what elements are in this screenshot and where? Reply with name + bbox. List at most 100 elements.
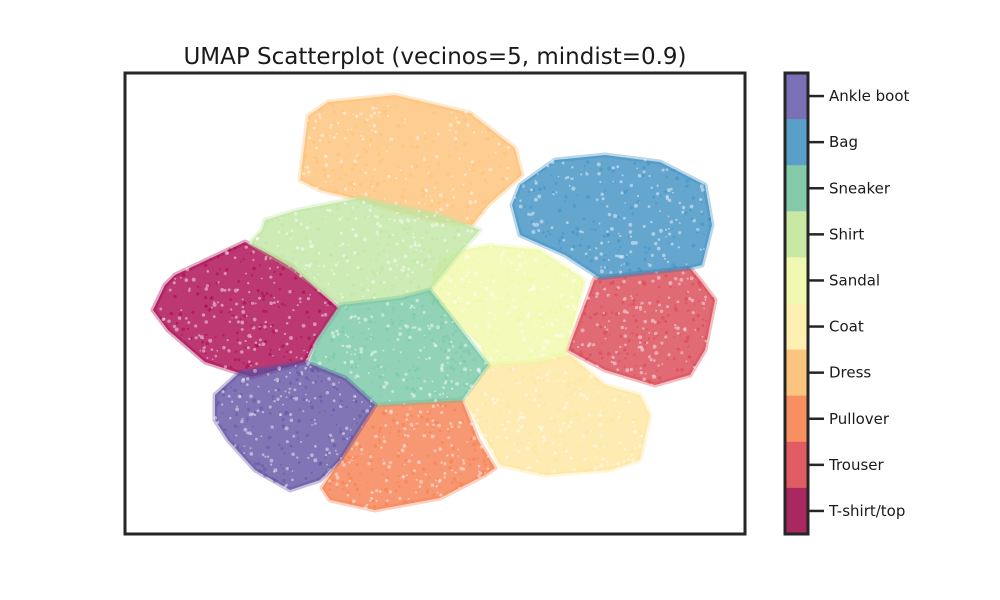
data-point bbox=[398, 218, 403, 223]
data-point bbox=[569, 456, 574, 460]
data-point bbox=[506, 146, 510, 149]
data-point bbox=[647, 337, 650, 340]
data-point bbox=[289, 412, 293, 417]
data-point bbox=[167, 319, 171, 323]
data-point bbox=[491, 437, 494, 440]
data-point bbox=[358, 182, 362, 186]
data-point bbox=[332, 443, 337, 448]
data-point bbox=[451, 383, 453, 386]
data-point bbox=[534, 225, 536, 227]
data-point bbox=[420, 188, 425, 193]
data-point bbox=[245, 400, 248, 403]
data-point bbox=[586, 296, 590, 300]
data-point bbox=[597, 348, 600, 351]
data-point bbox=[644, 310, 647, 313]
data-point bbox=[378, 490, 382, 493]
data-point bbox=[432, 290, 435, 293]
data-point bbox=[443, 335, 447, 339]
data-point bbox=[491, 134, 495, 139]
data-point bbox=[353, 250, 357, 255]
data-point bbox=[689, 204, 694, 209]
data-point bbox=[326, 303, 330, 307]
data-point bbox=[409, 499, 412, 502]
data-point bbox=[233, 444, 237, 448]
data-point bbox=[413, 250, 416, 254]
data-point bbox=[457, 425, 461, 429]
data-point bbox=[673, 307, 676, 310]
data-point bbox=[595, 295, 598, 298]
data-point bbox=[666, 358, 669, 360]
data-point bbox=[640, 339, 643, 342]
data-point bbox=[343, 158, 346, 160]
data-point bbox=[332, 334, 336, 339]
data-point bbox=[331, 168, 335, 172]
data-point bbox=[384, 381, 387, 384]
data-point bbox=[447, 337, 451, 341]
data-point bbox=[353, 188, 355, 190]
data-point bbox=[285, 232, 289, 236]
data-point bbox=[655, 300, 660, 304]
data-point bbox=[579, 353, 583, 358]
data-point bbox=[423, 334, 426, 337]
data-point bbox=[375, 489, 379, 493]
data-point bbox=[521, 415, 526, 420]
data-point bbox=[292, 434, 296, 438]
data-point bbox=[350, 128, 353, 131]
data-point bbox=[534, 181, 538, 185]
data-point bbox=[388, 399, 391, 402]
data-point bbox=[459, 472, 462, 475]
data-point bbox=[408, 173, 413, 178]
data-point bbox=[534, 388, 538, 392]
data-point bbox=[269, 301, 273, 306]
data-point bbox=[523, 271, 527, 275]
data-point bbox=[307, 136, 312, 140]
data-point bbox=[424, 203, 427, 206]
data-point bbox=[656, 184, 659, 187]
data-point bbox=[228, 248, 232, 252]
data-point bbox=[330, 269, 334, 272]
data-point bbox=[453, 296, 457, 300]
data-point bbox=[282, 478, 286, 483]
data-point bbox=[462, 462, 466, 465]
data-point bbox=[455, 117, 458, 120]
data-point bbox=[632, 433, 635, 435]
data-point bbox=[586, 344, 591, 348]
data-point bbox=[383, 189, 386, 192]
data-point bbox=[396, 337, 400, 342]
data-point bbox=[220, 287, 225, 292]
data-point bbox=[606, 416, 610, 420]
data-point bbox=[387, 104, 390, 107]
data-point bbox=[369, 183, 373, 187]
data-point bbox=[471, 170, 473, 173]
data-point bbox=[638, 444, 643, 448]
data-point bbox=[689, 276, 694, 281]
data-point bbox=[643, 344, 647, 348]
data-point bbox=[384, 487, 388, 492]
data-point bbox=[668, 232, 672, 236]
data-point bbox=[326, 467, 331, 472]
data-point bbox=[571, 166, 574, 169]
data-point bbox=[547, 229, 550, 233]
data-point bbox=[389, 318, 393, 322]
data-point bbox=[501, 389, 506, 394]
data-point bbox=[671, 263, 675, 267]
data-point bbox=[617, 216, 620, 219]
data-point bbox=[612, 398, 617, 402]
colorbar-swatch bbox=[785, 395, 808, 443]
data-point bbox=[474, 272, 478, 276]
data-point bbox=[298, 408, 301, 411]
data-point bbox=[700, 187, 705, 192]
data-point bbox=[609, 226, 614, 231]
data-point bbox=[555, 276, 559, 280]
data-point bbox=[358, 155, 361, 159]
data-point bbox=[203, 295, 208, 300]
data-point bbox=[300, 247, 305, 251]
data-point bbox=[454, 360, 457, 364]
data-point bbox=[310, 405, 315, 410]
data-point bbox=[296, 222, 300, 226]
data-point bbox=[448, 122, 453, 127]
data-point bbox=[306, 362, 310, 367]
data-point bbox=[655, 309, 658, 312]
data-point bbox=[264, 455, 267, 458]
data-point bbox=[270, 325, 272, 328]
